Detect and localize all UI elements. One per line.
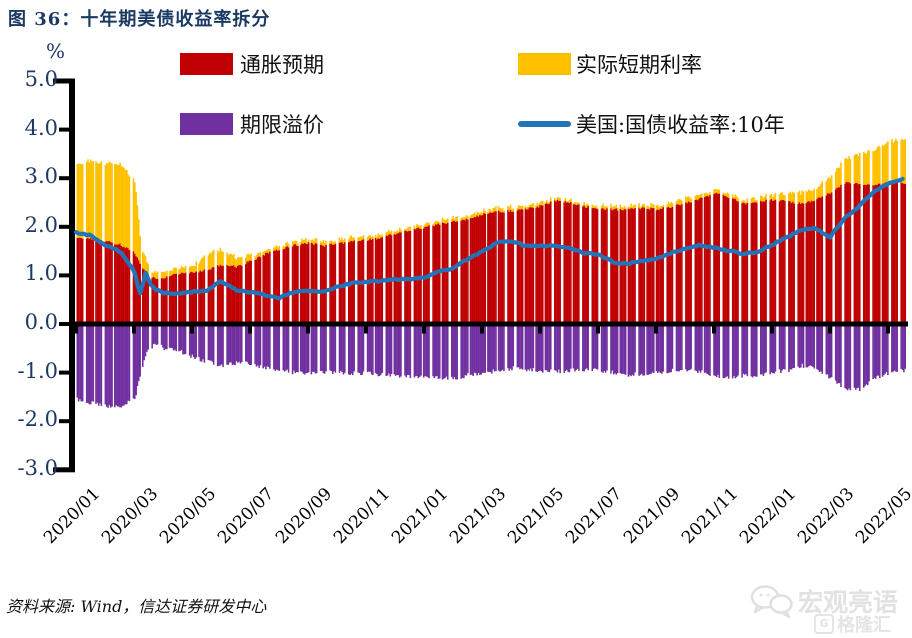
chat-bubbles-icon [750, 585, 793, 619]
y-tick-label: -1.0 [17, 358, 59, 383]
y-tick-label: 5.0 [24, 67, 58, 91]
y-tick-label: 1.0 [24, 261, 58, 286]
legend-swatch-real-rate [518, 53, 571, 75]
y-tick-label: 0.0 [24, 310, 58, 334]
legend-label-term-premium: 期限溢价 [240, 113, 324, 137]
watermark-logo-text: 格隆汇 [837, 615, 891, 636]
legend-label-inflation: 通胀预期 [240, 53, 324, 77]
logo-g-icon: G [814, 614, 834, 634]
legend-line-10y-yield [518, 121, 571, 127]
y-tick-label: -2.0 [17, 407, 59, 432]
watermark-brand: 宏观亮语 [798, 588, 899, 617]
legend-swatch-term-premium [180, 113, 233, 135]
watermark-logo: G 格隆汇 [814, 611, 891, 637]
source-note: 资料来源: Wind，信达证券研发中心 [6, 597, 267, 616]
legend-swatch-inflation [180, 53, 233, 75]
y-axis-unit-label: % [46, 39, 66, 63]
y-tick-label: 4.0 [24, 115, 58, 140]
legend-label-real-rate: 实际短期利率 [576, 53, 702, 77]
figure-title: 图 36：十年期美债收益率拆分 [8, 9, 271, 30]
legend-label-10y-yield: 美国:国债收益率:10年 [576, 113, 785, 137]
y-tick-label: 3.0 [24, 164, 58, 189]
y-tick-label: 2.0 [24, 212, 58, 237]
y-tick-label: -3.0 [17, 455, 59, 480]
